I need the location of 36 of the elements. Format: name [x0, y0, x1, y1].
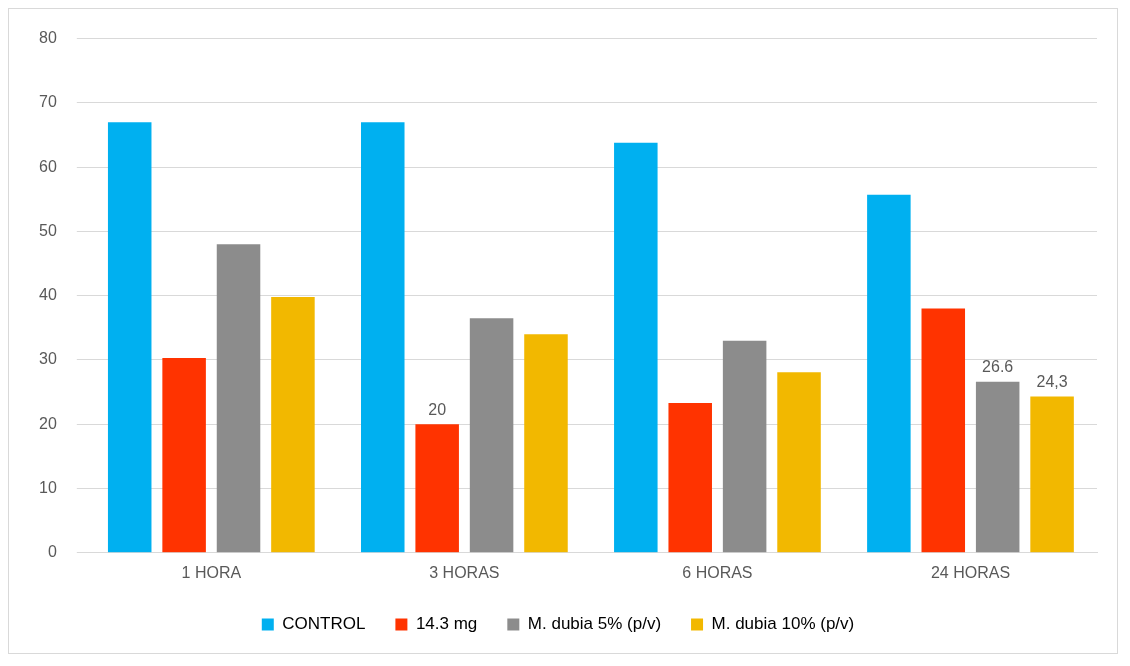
- bar: [271, 296, 315, 553]
- y-tick-label: 80: [39, 29, 57, 47]
- bar: [361, 122, 405, 553]
- y-tick-label: 30: [39, 350, 57, 368]
- x-tick-label: 6 HORAS: [682, 563, 753, 581]
- bar: [722, 340, 767, 553]
- bar: [668, 403, 712, 553]
- data-label: 26.6: [982, 358, 1014, 376]
- bar: [777, 372, 821, 553]
- data-label: 20: [428, 400, 447, 418]
- y-tick-label: 20: [39, 414, 57, 432]
- bar: [469, 318, 514, 553]
- bar: [415, 424, 459, 553]
- bar: [1030, 396, 1074, 553]
- legend-label: M. dubia 5% (p/v): [527, 614, 662, 634]
- x-tick-label: 3 HORAS: [429, 563, 500, 581]
- bar: [867, 194, 911, 553]
- bar: [216, 244, 261, 553]
- y-tick-label: 10: [39, 478, 57, 496]
- legend-label: 14.3 mg: [415, 614, 478, 634]
- bar: [162, 358, 206, 553]
- bar: [975, 381, 1020, 553]
- bar: [921, 308, 966, 553]
- x-tick-label: 24 HORAS: [930, 563, 1011, 581]
- bar: [524, 334, 568, 553]
- x-tick-label: 1 HORA: [181, 563, 242, 581]
- y-tick-label: 50: [39, 221, 57, 239]
- y-tick-label: 40: [39, 286, 57, 304]
- bar: [107, 122, 152, 553]
- bar: [614, 142, 658, 553]
- data-label: 24,3: [1036, 373, 1068, 391]
- legend-label: M. dubia 10% (p/v): [711, 614, 855, 634]
- y-tick-label: 0: [47, 543, 57, 561]
- y-tick-label: 60: [39, 157, 57, 175]
- legend-label: CONTROL: [282, 614, 366, 634]
- y-tick-label: 70: [39, 93, 57, 111]
